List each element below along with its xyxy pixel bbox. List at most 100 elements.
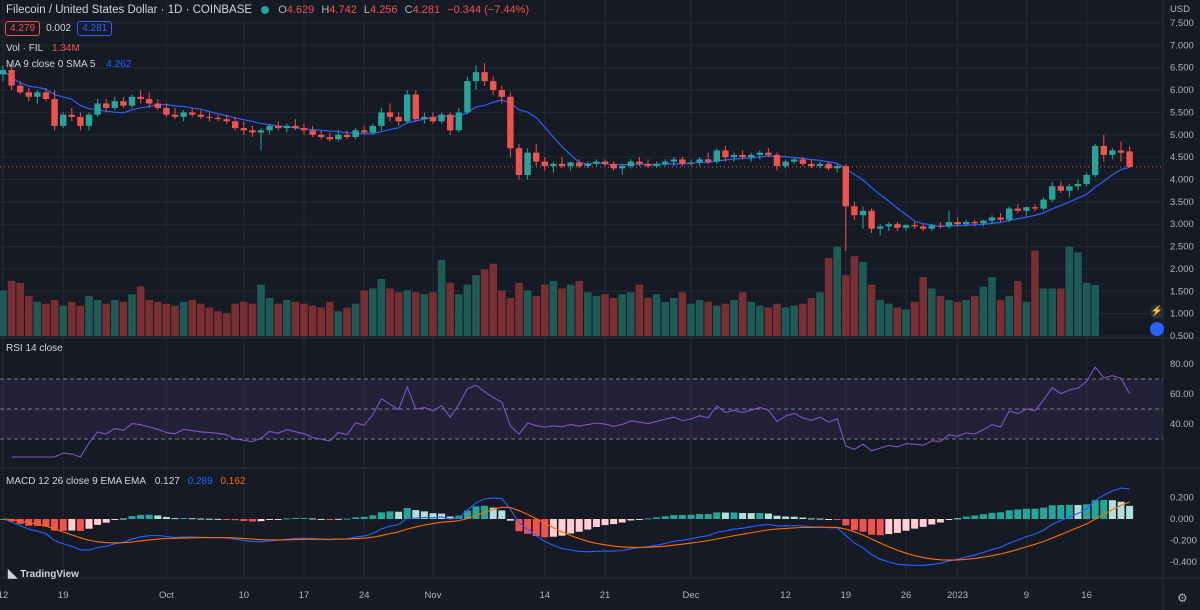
volume-bar — [541, 284, 549, 336]
candle-body — [980, 220, 987, 224]
macd-histogram-bar — [670, 515, 678, 519]
macd-histogram-bar — [859, 519, 867, 532]
time-axis-label: 19 — [58, 590, 69, 601]
ma-legend[interactable]: MA 9 close 0 SMA 5 4.262 — [6, 59, 131, 70]
candle-body — [25, 92, 32, 97]
price-axis-label: 5.000 — [1170, 130, 1194, 141]
volume-bar — [1014, 280, 1022, 336]
flag-icon[interactable] — [1150, 322, 1164, 336]
volume-bar — [111, 299, 119, 336]
macd-histogram-bar — [154, 515, 162, 519]
time-axis-label: 10 — [239, 590, 250, 601]
macd-histogram-bar — [1022, 508, 1030, 519]
volume-bar — [850, 256, 859, 336]
volume-bar — [136, 286, 145, 336]
settings-gear-icon[interactable]: ⚙ — [1177, 591, 1188, 605]
candle-body — [524, 152, 531, 176]
macd-histogram-bar — [945, 519, 953, 520]
volume-bar — [162, 303, 171, 336]
macd-histogram-bar — [197, 518, 205, 520]
volume-bar — [197, 303, 205, 336]
candle-body — [421, 116, 428, 120]
volume-bar — [661, 301, 669, 336]
candle-body — [318, 134, 325, 138]
macd-histogram-bar — [360, 516, 368, 519]
macd-histogram-bar — [506, 519, 514, 521]
volume-bar — [222, 313, 231, 336]
price-axis-label: 5.500 — [1170, 107, 1194, 118]
candle-body — [816, 163, 824, 167]
price-axis-label: 2.000 — [1170, 264, 1194, 275]
macd-histogram-bar — [300, 517, 308, 519]
macd-histogram-bar — [842, 519, 850, 526]
volume-bar — [842, 275, 850, 336]
price-axis-label: 2.500 — [1170, 242, 1194, 253]
candle-body — [120, 101, 127, 106]
volume-bar — [257, 284, 265, 336]
volume-bar — [867, 284, 876, 336]
macd-histogram-bar — [137, 514, 145, 519]
volume-bar — [283, 299, 291, 336]
candle-body — [610, 163, 617, 169]
candle-body — [1014, 208, 1021, 211]
volume-bar — [188, 299, 196, 336]
candle-body — [326, 137, 333, 140]
macd-histogram-bar — [988, 512, 996, 519]
macd-histogram-bar — [429, 513, 437, 519]
candle-body — [8, 69, 15, 86]
price-axis-label: 7.000 — [1170, 40, 1194, 51]
macd-legend[interactable]: MACD 12 26 close 9 EMA EMA 0.127 0.289 0… — [6, 476, 246, 487]
candle-body — [971, 221, 978, 224]
volume-bar — [704, 301, 712, 336]
candle-body — [670, 159, 677, 162]
macd-histogram-bar — [420, 511, 428, 519]
volume-bar — [1065, 246, 1074, 336]
volume-bar — [403, 290, 411, 336]
candle-body — [68, 114, 75, 117]
volume-legend[interactable]: Vol · FIL 1.34M — [6, 43, 80, 54]
tradingview-logo[interactable]: ◣ TradingView — [8, 566, 79, 580]
candle-body — [455, 112, 462, 131]
volume-bar — [171, 305, 179, 336]
symbol-title[interactable]: Filecoin / United States Dollar · 1D · C… — [6, 4, 253, 16]
currency-label[interactable]: USD — [1169, 4, 1190, 15]
macd-histogram-bar — [59, 519, 67, 531]
rsi-legend[interactable]: RSI 14 close — [6, 343, 63, 354]
volume-bar — [730, 299, 738, 336]
macd-histogram-bar — [257, 519, 265, 522]
macd-histogram-bar — [1048, 505, 1056, 519]
volume-bar — [678, 292, 687, 336]
time-axis-label: 9 — [1024, 590, 1029, 601]
price-axis-label: 0.500 — [1170, 331, 1194, 342]
sell-price-button[interactable]: 4.279 — [5, 21, 41, 36]
lightning-icon[interactable]: ⚡ — [1150, 305, 1164, 319]
macd-histogram-bar — [223, 519, 231, 520]
volume-bar — [635, 284, 644, 336]
volume-bar — [910, 301, 919, 336]
volume-bar — [240, 301, 248, 336]
candle-body — [748, 154, 755, 158]
macd-histogram-bar — [1117, 501, 1125, 519]
macd-histogram-bar — [885, 519, 893, 535]
change-value: −0.344 (−7.44%) — [447, 4, 530, 16]
candle-body — [782, 161, 789, 167]
candle-body — [765, 152, 772, 155]
macd-histogram-bar — [412, 510, 420, 519]
buy-price-button[interactable]: 4.281 — [77, 21, 113, 36]
volume-bar — [799, 303, 807, 336]
candle-body — [834, 166, 841, 169]
macd-histogram-bar — [94, 519, 102, 525]
macd-histogram-bar — [214, 518, 222, 520]
volume-bar — [919, 277, 927, 336]
macd-axis-label: 0.000 — [1170, 514, 1194, 525]
macd-histogram-bar — [825, 519, 833, 520]
candle-body — [438, 114, 445, 122]
volume-bar — [59, 305, 67, 336]
candle-body — [988, 217, 996, 221]
candle-body — [249, 130, 256, 133]
volume-bar — [807, 298, 816, 336]
volume-bar — [300, 303, 308, 336]
candle-body — [34, 92, 41, 97]
candle-body — [687, 162, 695, 164]
